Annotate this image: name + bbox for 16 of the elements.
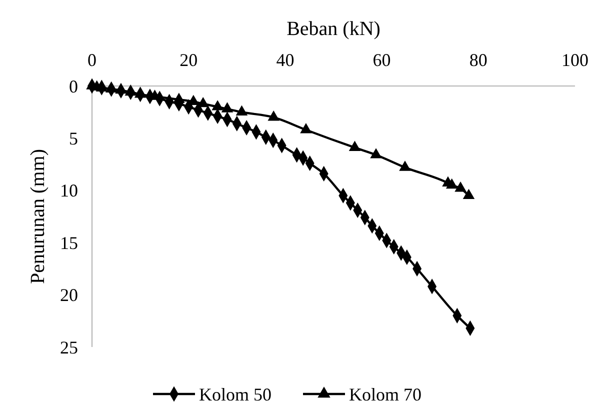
legend-label: Kolom 70 bbox=[349, 384, 422, 404]
y-tick-label: 25 bbox=[60, 337, 78, 358]
x-tick-label: 40 bbox=[276, 50, 294, 70]
legend-label: Kolom 50 bbox=[199, 384, 272, 404]
y-tick-label: 15 bbox=[60, 232, 78, 253]
y-tick-label: 5 bbox=[69, 128, 78, 148]
x-tick-label: 20 bbox=[180, 50, 198, 70]
x-axis-title: Beban (kN) bbox=[286, 18, 380, 40]
y-tick-label: 10 bbox=[60, 180, 78, 201]
x-tick-label: 100 bbox=[562, 50, 588, 70]
y-axis-title: Penurunan (mm) bbox=[27, 149, 49, 284]
x-tick-label: 80 bbox=[469, 50, 488, 70]
y-tick-label: 20 bbox=[60, 285, 78, 306]
x-tick-label: 0 bbox=[88, 50, 96, 70]
x-tick-label: 60 bbox=[372, 50, 391, 70]
y-tick-label: 0 bbox=[69, 76, 78, 96]
